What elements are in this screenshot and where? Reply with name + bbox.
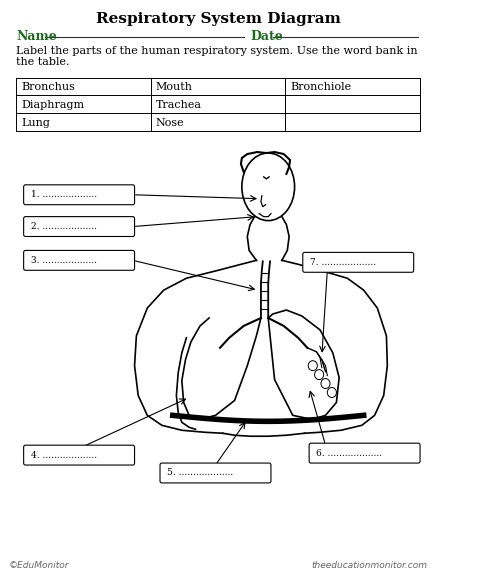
FancyBboxPatch shape <box>24 217 134 236</box>
Text: Mouth: Mouth <box>156 82 192 93</box>
Text: Diaphragm: Diaphragm <box>21 100 84 110</box>
FancyBboxPatch shape <box>24 445 134 465</box>
FancyBboxPatch shape <box>309 443 420 463</box>
Text: 3. ...................: 3. ................... <box>31 256 97 265</box>
Text: 2. ...................: 2. ................... <box>31 222 97 231</box>
Text: 4. ...................: 4. ................... <box>31 451 97 460</box>
FancyBboxPatch shape <box>303 252 414 272</box>
Text: 7. ...................: 7. ................... <box>310 258 376 267</box>
Text: Nose: Nose <box>156 118 184 128</box>
Text: 6. ...................: 6. ................... <box>316 448 383 458</box>
Text: Lung: Lung <box>21 118 50 128</box>
Text: ©EduMonitor: ©EduMonitor <box>9 562 70 570</box>
Text: Name: Name <box>16 30 57 43</box>
FancyBboxPatch shape <box>160 463 271 483</box>
FancyBboxPatch shape <box>24 185 134 205</box>
Text: Trachea: Trachea <box>156 100 202 110</box>
Text: Bronchiole: Bronchiole <box>290 82 351 93</box>
FancyBboxPatch shape <box>24 251 134 271</box>
Text: Respiratory System Diagram: Respiratory System Diagram <box>96 12 341 26</box>
Text: theeducationmonitor.com: theeducationmonitor.com <box>312 562 427 570</box>
Text: 5. ...................: 5. ................... <box>168 468 234 478</box>
Text: Date: Date <box>250 30 283 43</box>
Text: 1. ...................: 1. ................... <box>31 190 97 199</box>
Text: Bronchus: Bronchus <box>21 82 75 93</box>
Text: Label the parts of the human respiratory system. Use the word bank in
the table.: Label the parts of the human respiratory… <box>16 46 418 67</box>
